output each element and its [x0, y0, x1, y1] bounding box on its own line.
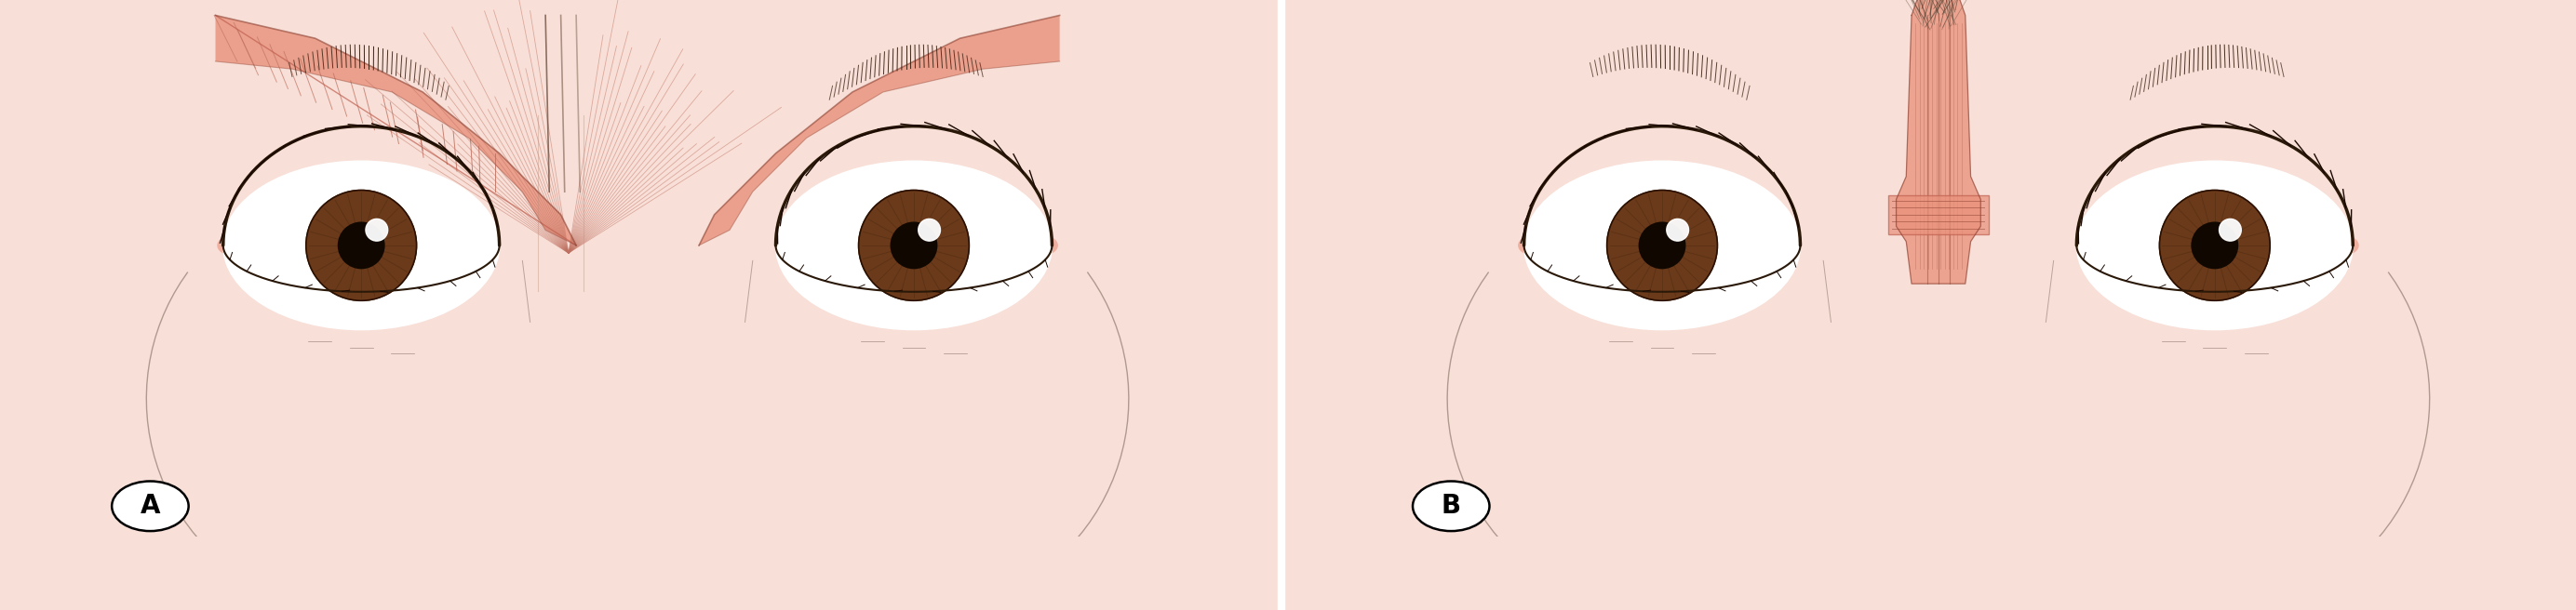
Ellipse shape: [1525, 161, 1801, 330]
Circle shape: [2159, 190, 2269, 301]
FancyBboxPatch shape: [100, 0, 1175, 537]
Ellipse shape: [111, 481, 188, 531]
Ellipse shape: [1520, 237, 1540, 254]
Circle shape: [307, 190, 417, 301]
Circle shape: [2192, 223, 2239, 268]
Polygon shape: [1896, 0, 1981, 284]
Circle shape: [2218, 219, 2241, 241]
Polygon shape: [216, 15, 577, 245]
Ellipse shape: [1036, 237, 1056, 254]
Ellipse shape: [2336, 237, 2357, 254]
Circle shape: [1667, 219, 1690, 241]
Circle shape: [891, 223, 938, 268]
Circle shape: [1607, 190, 1718, 301]
Ellipse shape: [775, 161, 1051, 330]
Ellipse shape: [2076, 161, 2352, 330]
FancyBboxPatch shape: [1401, 0, 2476, 537]
Circle shape: [337, 223, 384, 268]
Circle shape: [1638, 223, 1685, 268]
Circle shape: [366, 219, 389, 241]
Polygon shape: [1888, 196, 1989, 234]
Text: B: B: [1440, 493, 1461, 519]
Ellipse shape: [1412, 481, 1489, 531]
Ellipse shape: [219, 237, 240, 254]
Circle shape: [858, 190, 969, 301]
Ellipse shape: [224, 161, 500, 330]
Text: A: A: [139, 493, 160, 519]
Circle shape: [917, 219, 940, 241]
Polygon shape: [698, 15, 1059, 245]
